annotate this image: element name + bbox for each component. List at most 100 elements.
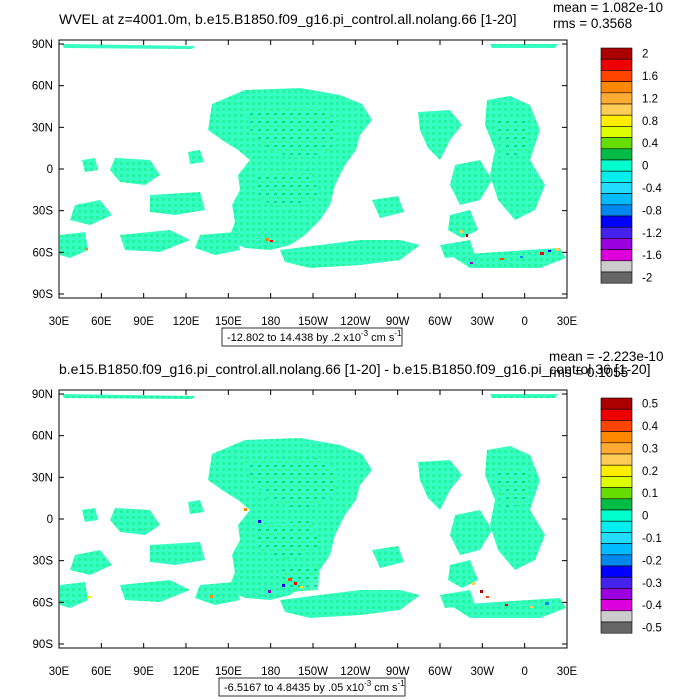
panel-2-colorbar-swatch: [600, 621, 633, 634]
panel-1-rms: rms = 0.3568: [553, 16, 632, 31]
panel-1-colorbar-swatch: [600, 226, 633, 239]
panel-2-y-tick-label: 0: [47, 514, 53, 526]
panel-1-y-axis: 90N 60N 30N 0 30S 60S 90S: [32, 39, 567, 301]
panel-2-colorbar-swatch: [600, 476, 633, 488]
panel-1-colorbar-swatch: [600, 215, 633, 228]
panel-2-x-tick-label: 150E: [215, 666, 242, 678]
panel-2-colorbar-swatch: [600, 464, 633, 477]
panel-1-range-box: -12.802 to 14.438 by .2 x10-3 cm s-1: [221, 327, 403, 347]
svg-text:-12.802 to 14.438 by .2 x10-3: -12.802 to 14.438 by .2 x10-3 cm s-1: [227, 329, 402, 344]
panel-2-colorbar-label: -0.2: [642, 555, 662, 567]
panel-1-colorbar-swatch: [600, 170, 633, 183]
panel-2-y-axis: 90N 60N 30N 0 30S 60S 90S: [32, 389, 567, 651]
panel-2-range-unit: cm s: [371, 682, 398, 694]
panel-2-colorbar-label: 0.2: [642, 466, 658, 478]
panel-2-colorbar-swatch: [600, 532, 633, 544]
panel-1-x-tick-label: 180: [261, 316, 280, 328]
panel-1-x-tick-label: 120W: [340, 316, 370, 328]
panel-1-x-tick-label: 30W: [471, 316, 495, 328]
panel-2-colorbar-label: -0.4: [642, 600, 662, 612]
panel-1-extreme-values: [85, 230, 559, 264]
panel-2-colorbar-label: 0.4: [642, 421, 659, 433]
panel-1: WVEL at z=4001.0m, b.e15.B1850.f09_g16.p…: [32, 0, 663, 347]
panel-2-x-tick-label: 120W: [340, 666, 370, 678]
panel-1-mean: mean = 1.082e-10: [553, 0, 663, 15]
panel-2-colorbar-swatch: [600, 588, 633, 600]
panel-1-colorbar-label: 1.6: [642, 71, 658, 83]
panel-2-x-tick-label: 60W: [428, 666, 452, 678]
panel-2-colorbar-swatch: [600, 554, 633, 567]
panel-2-colorbar-swatch: [600, 599, 633, 612]
panel-2-colorbar-label: 0: [642, 511, 648, 523]
panel-1-colorbar-swatch: [600, 204, 633, 217]
panel-1-x-tick-label: 90W: [386, 316, 410, 328]
panel-2-extreme-values: [88, 508, 549, 608]
panel-2-x-tick-label: 0: [521, 666, 527, 678]
panel-2-colorbar-swatch: [600, 431, 633, 444]
panel-1-colorbar: 2 1.6 1.2 0.8 0.4 0 -0.4 -0.8 -1.2 -1.6 -2: [600, 47, 662, 285]
panel-2-colorbar-swatch: [600, 565, 633, 578]
panel-1-colorbar-swatch: [600, 238, 633, 250]
panel-1-colorbar-label: 2: [642, 49, 648, 61]
panel-2-x-tick-label: 90W: [386, 666, 410, 678]
panel-1-y-tick-label: 90N: [32, 39, 53, 51]
panel-2-colorbar: 0.5 0.4 0.3 0.2 0.1 0 -0.1 -0.2 -0.3 -0.4 -0.5: [600, 397, 662, 635]
panel-1-colorbar-swatch: [600, 58, 633, 71]
panel-2-x-tick-label: 150W: [298, 666, 328, 678]
panel-2-y-tick-label: 90S: [33, 639, 54, 651]
panel-2-colorbar-swatch: [600, 543, 633, 556]
panel-1-colorbar-label: 1.2: [642, 93, 658, 105]
panel-1-x-tick-label: 0: [521, 316, 527, 328]
panel-1-colorbar-swatch: [600, 114, 633, 127]
panel-2-colorbar-swatch: [600, 576, 633, 589]
panel-1-x-tick-label: 150E: [215, 316, 242, 328]
panel-2-colorbar-swatch: [600, 520, 633, 533]
panel-2: b.e15.B1850.f09_g16.pi_control.all.nolan…: [32, 349, 663, 697]
panel-1-colorbar-swatch: [600, 193, 633, 206]
panel-1-x-tick-label: 90E: [133, 316, 154, 328]
panel-2-y-tick-label: 30N: [32, 472, 53, 484]
panel-2-colorbar-swatch: [600, 420, 633, 432]
panel-1-y-tick-label: 30N: [32, 122, 53, 134]
panel-1-colorbar-label: -0.8: [642, 205, 662, 217]
panel-1-colorbar-label: 0.8: [642, 116, 658, 128]
panel-2-y-tick-label: 90N: [32, 389, 53, 401]
panel-1-colorbar-swatch: [600, 103, 633, 116]
panel-2-y-tick-label: 60S: [33, 597, 54, 609]
panel-2-x-tick-label: 30E: [49, 666, 70, 678]
panel-2-mean: mean = -2.223e-10: [549, 349, 663, 364]
panel-2-colorbar-label: 0.1: [642, 488, 658, 500]
panel-1-y-tick-label: 60S: [33, 247, 54, 259]
panel-2-y-tick-label: 30S: [33, 556, 54, 568]
panel-2-colorbar-swatch: [600, 397, 633, 410]
panel-2-title: b.e15.B1850.f09_g16.pi_control.all.nolan…: [59, 361, 651, 377]
panel-1-colorbar-swatch: [600, 159, 633, 172]
panel-1-colorbar-label: -1.2: [642, 228, 662, 240]
panel-2-colorbar-swatch: [600, 487, 633, 500]
panel-1-colorbar-swatch: [600, 126, 633, 138]
panel-1-colorbar-swatch: [600, 81, 633, 94]
panel-1-colorbar-label: -2: [642, 273, 652, 285]
panel-1-colorbar-swatch: [600, 137, 633, 150]
panel-2-colorbar-swatch: [600, 408, 633, 421]
panel-2-colorbar-swatch: [600, 509, 633, 522]
panel-1-colorbar-swatch: [600, 70, 633, 82]
panel-2-range-exp: -3: [364, 679, 372, 688]
panel-1-range-unit-exp: -1: [394, 329, 402, 338]
panel-1-colorbar-label: -1.6: [642, 250, 662, 262]
panel-1-colorbar-label: 0: [642, 161, 648, 173]
panel-2-colorbar-swatch: [600, 498, 633, 511]
panel-2-x-tick-label: 30W: [471, 666, 495, 678]
panel-1-x-tick-label: 30E: [49, 316, 70, 328]
panel-1-ocean-field: [60, 44, 566, 268]
panel-1-colorbar-swatch: [600, 249, 633, 262]
panel-1-x-tick-label: 30E: [557, 316, 578, 328]
panel-2-colorbar-swatch: [600, 442, 633, 455]
panel-1-range-unit: cm s: [368, 332, 395, 344]
panel-1-colorbar-swatch: [600, 148, 633, 161]
panel-2-range-label: -6.5167 to 4.8435 by .05 x10: [224, 682, 364, 694]
panel-1-y-tick-label: 60N: [32, 81, 53, 93]
panel-1-colorbar-swatch: [600, 271, 633, 284]
panel-2-colorbar-label: -0.5: [642, 623, 662, 635]
